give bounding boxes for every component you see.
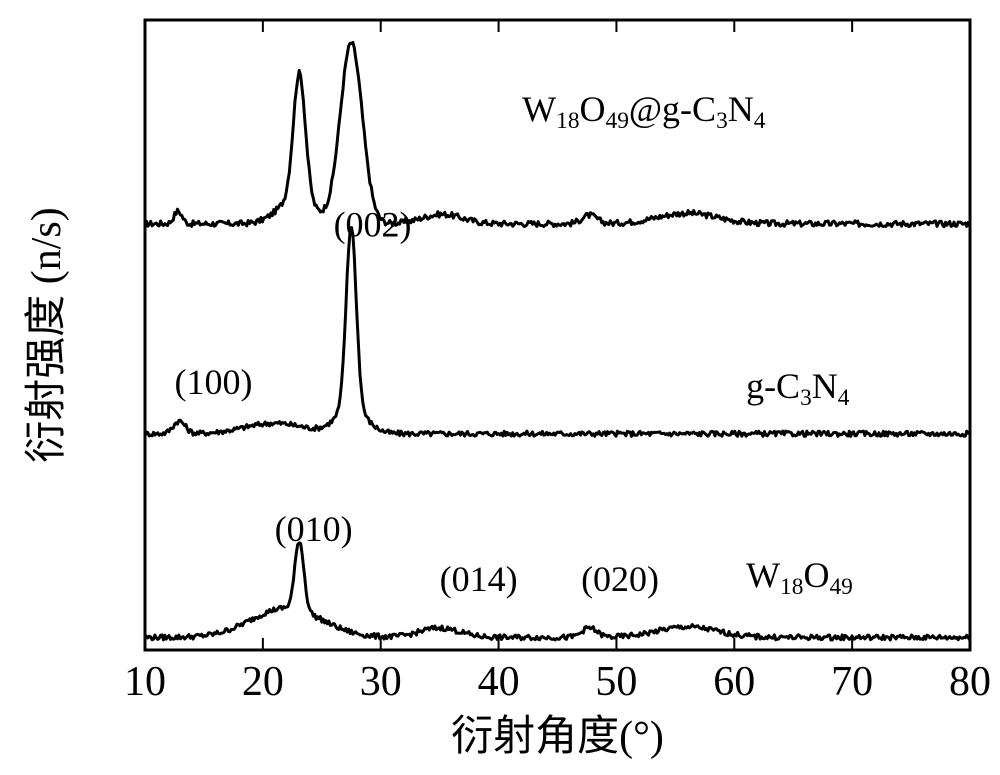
peak-annotation: (020) [581,559,659,599]
xrd-chart: 10 20 30 40 50 60 70 80 衍射角度(°) 衍射强度 (n/s) W18O49@… [0,0,1000,775]
peak-annotation: (100) [174,362,252,402]
x-tick-label: 40 [478,659,520,705]
peak-annotation: (010) [275,509,353,549]
x-tick-label: 70 [831,659,873,705]
x-tick-label: 60 [713,659,755,705]
series-label: W18O49 [746,555,853,600]
x-tick-label: 30 [360,659,402,705]
series-label: g-C3N4 [746,366,850,411]
x-tick-label: 50 [595,659,637,705]
series-label: W18O49@g-C3N4 [522,89,766,134]
x-tick-label: 10 [124,659,166,705]
x-tick-label: 80 [949,659,991,705]
x-tick-label: 20 [242,659,284,705]
x-axis-label: 衍射角度(°) [451,714,664,760]
y-axis-label: 衍射强度 (n/s) [24,207,70,463]
peak-annotation: (014) [440,559,518,599]
peak-annotation: (002) [334,204,412,244]
xrd-curve-W18O49@g-C3N4 [145,43,970,227]
